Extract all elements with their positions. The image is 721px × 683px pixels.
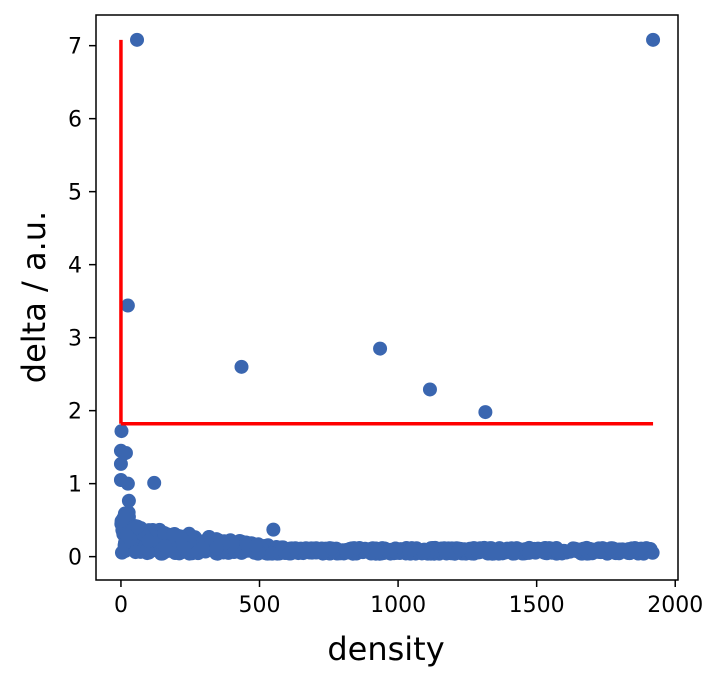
data-point <box>128 545 143 560</box>
data-point <box>369 544 384 559</box>
data-point <box>288 541 303 556</box>
data-point-outlier <box>114 424 129 439</box>
y-tick-label: 0 <box>68 546 82 571</box>
data-point <box>404 542 419 557</box>
x-axis-ticks: 0 500 1000 1500 2000 <box>114 580 703 618</box>
data-point <box>339 544 354 559</box>
data-point <box>117 509 132 524</box>
data-point <box>522 545 537 560</box>
data-point <box>592 541 607 556</box>
x-tick-label: 0 <box>114 593 128 618</box>
y-tick-label: 5 <box>68 181 82 206</box>
data-point <box>416 545 431 560</box>
y-axis-label: delta / a.u. <box>15 211 53 383</box>
data-point <box>209 541 224 556</box>
data-point-outlier <box>113 472 128 487</box>
data-point-outlier <box>234 359 249 374</box>
data-point <box>437 541 452 556</box>
y-tick-label: 2 <box>68 400 82 425</box>
x-tick-label: 500 <box>239 593 281 618</box>
y-tick-label: 4 <box>68 254 82 279</box>
y-axis-ticks: 0 1 2 3 4 5 6 7 <box>68 35 96 571</box>
x-axis-label: density <box>327 630 444 668</box>
y-tick-label: 3 <box>68 327 82 352</box>
data-point <box>195 541 210 556</box>
data-point <box>563 544 578 559</box>
data-point <box>324 541 339 556</box>
data-point-outlier <box>118 445 133 460</box>
data-point <box>384 543 399 558</box>
data-point <box>492 545 507 560</box>
data-point <box>576 541 591 556</box>
data-point <box>550 544 565 559</box>
data-point <box>114 545 129 560</box>
y-tick-label: 7 <box>68 35 82 60</box>
x-tick-label: 1000 <box>370 593 426 618</box>
y-tick-label: 6 <box>68 108 82 133</box>
data-point <box>248 538 263 553</box>
data-point <box>614 543 629 558</box>
data-point <box>505 546 520 561</box>
data-point <box>119 528 134 543</box>
data-points <box>113 32 661 561</box>
y-tick-label: 1 <box>68 473 82 498</box>
data-point <box>130 519 145 534</box>
data-point <box>158 539 173 554</box>
data-point-outlier <box>147 475 162 490</box>
plot-frame <box>95 14 679 581</box>
data-point <box>141 533 156 548</box>
x-tick-label: 2000 <box>647 593 703 618</box>
data-point-outlier <box>646 32 661 47</box>
data-point <box>632 542 647 557</box>
threshold-lines <box>119 39 654 426</box>
data-point <box>535 544 550 559</box>
data-point-outlier <box>422 382 437 397</box>
data-point <box>603 541 618 556</box>
data-point <box>121 493 136 508</box>
data-point-outlier <box>120 298 135 313</box>
data-point-outlier <box>266 522 281 537</box>
x-tick-label: 1500 <box>509 593 565 618</box>
data-point-outlier <box>373 341 388 356</box>
data-point-outlier <box>113 456 128 471</box>
data-point-outlier <box>130 32 145 47</box>
data-point <box>166 527 181 542</box>
data-point-outlier <box>478 405 493 420</box>
data-point <box>453 542 468 557</box>
